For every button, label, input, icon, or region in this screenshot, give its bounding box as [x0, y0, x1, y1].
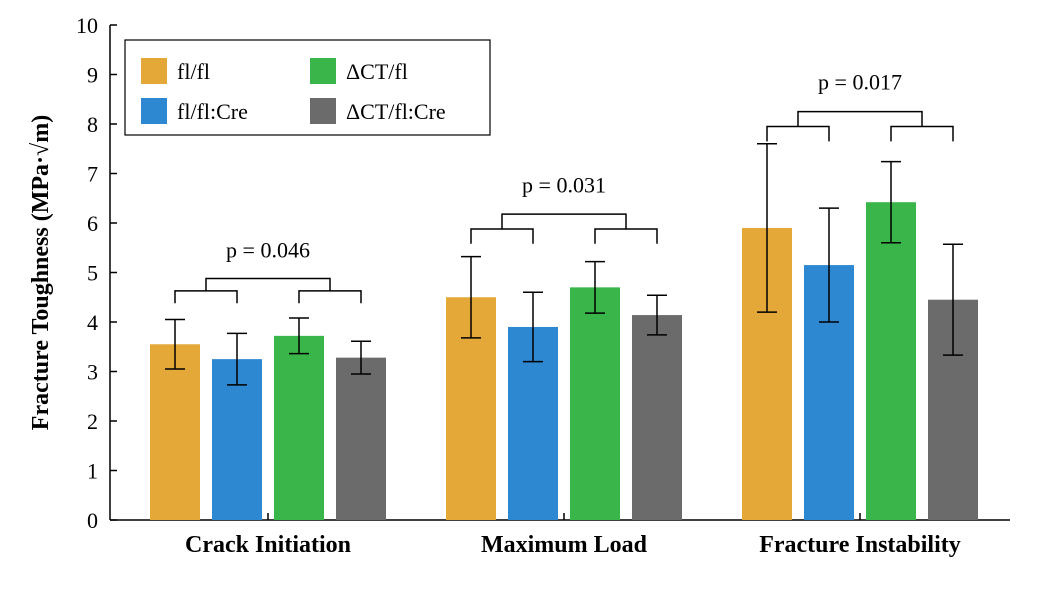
x-tick-label: Maximum Load — [481, 532, 648, 558]
y-tick-label: 9 — [87, 63, 98, 88]
y-tick-label: 8 — [87, 112, 98, 137]
p-value-label: p = 0.017 — [818, 69, 902, 94]
y-tick-label: 3 — [87, 360, 98, 385]
chart-container: { "chart": { "type": "grouped-bar", "wid… — [0, 0, 1050, 597]
chart-svg: 0 1 2 3 4 5 6 7 8 9 10 Fracture Toughness (MPa·√m) C… — [0, 0, 1050, 597]
legend-label-dct_fl: ΔCT/fl — [346, 59, 408, 84]
y-tick-label: 6 — [87, 211, 98, 236]
y-tick-label: 0 — [87, 508, 98, 533]
bar-dct_fl-0 — [274, 336, 324, 520]
legend-swatch-dct_fl — [310, 58, 336, 84]
y-tick-label: 5 — [87, 261, 98, 286]
y-tick-label: 2 — [87, 409, 98, 434]
legend-label-dct_fl_cre: ΔCT/fl:Cre — [346, 99, 446, 124]
x-tick-label: Crack Initiation — [185, 532, 351, 558]
legend-swatch-fl_fl_cre — [141, 98, 167, 124]
legend-label-fl_fl_cre: fl/fl:Cre — [177, 99, 248, 124]
y-tick-label: 1 — [87, 459, 98, 484]
y-tick-label: 7 — [87, 162, 98, 187]
bar-dct_fl_cre-0 — [336, 358, 386, 520]
bar-fl_fl-0 — [150, 344, 200, 520]
bar-dct_fl-2 — [866, 202, 916, 520]
y-tick-label: 4 — [87, 310, 98, 335]
y-tick-label: 10 — [76, 13, 98, 38]
legend-swatch-fl_fl — [141, 58, 167, 84]
bar-dct_fl-1 — [570, 287, 620, 520]
y-axis-label: Fracture Toughness (MPa·√m) — [28, 115, 54, 430]
p-value-label: p = 0.031 — [522, 172, 606, 197]
p-value-label: p = 0.046 — [226, 238, 310, 263]
x-tick-label: Fracture Instability — [759, 532, 961, 558]
legend-swatch-dct_fl_cre — [310, 98, 336, 124]
legend-label-fl_fl: fl/fl — [177, 59, 210, 84]
bar-dct_fl_cre-1 — [632, 315, 682, 520]
